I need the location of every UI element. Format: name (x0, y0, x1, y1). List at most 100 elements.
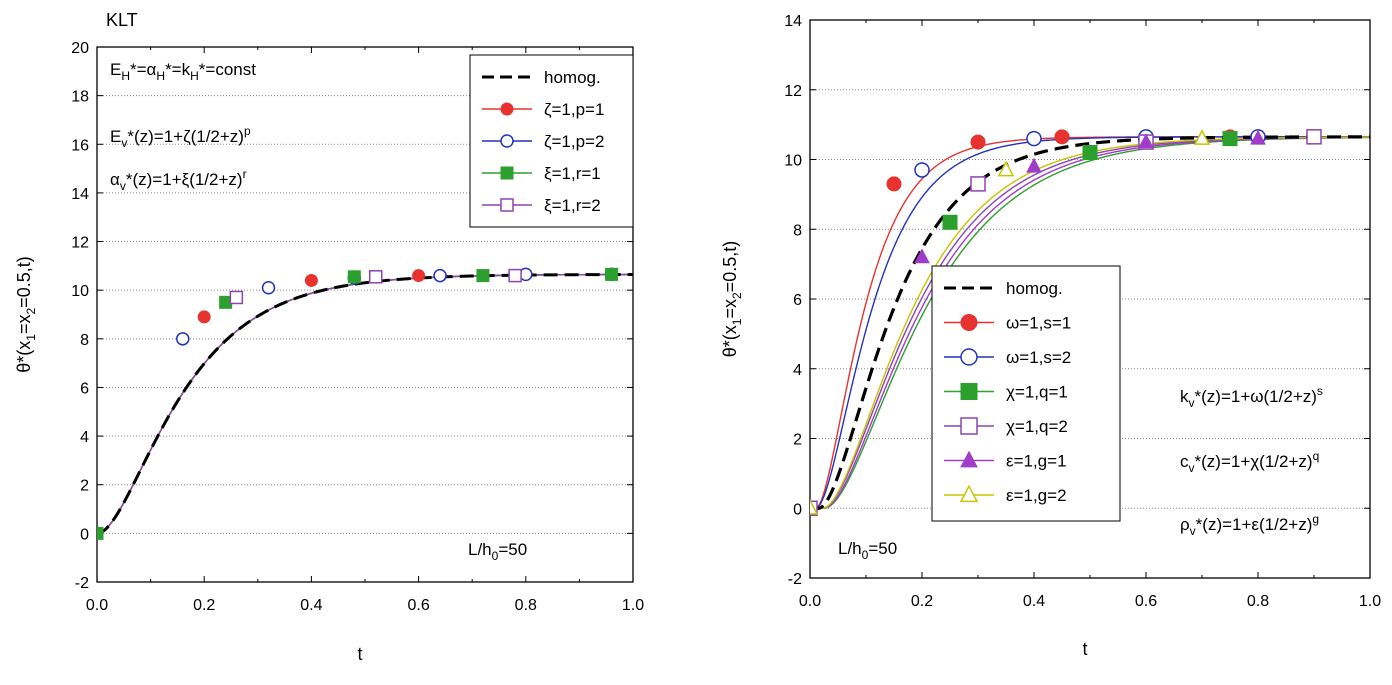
text-part: H (156, 69, 165, 83)
data-point (1054, 129, 1070, 145)
y-tick-label: 6 (793, 292, 802, 309)
data-point (500, 102, 514, 116)
y-tick-label: 12 (784, 83, 802, 100)
data-point (605, 267, 619, 281)
text-part: =50 (868, 539, 897, 558)
y-tick-label: -2 (75, 575, 89, 592)
data-point (197, 310, 211, 324)
text-part: ρ (1180, 515, 1190, 534)
text-part: L/h (468, 540, 492, 559)
y-tick-label: 2 (80, 478, 89, 495)
annotation-kv: kv*(z)=1+ω(1/2+z)s (1180, 384, 1323, 410)
series-markers (810, 129, 1266, 515)
y-tick-label: 6 (80, 380, 89, 397)
text-part: 2 (730, 292, 744, 299)
legend-label: ζ=1,p=1 (544, 100, 604, 119)
data-point (960, 417, 978, 435)
data-point (412, 269, 426, 283)
annotation-cv: cv*(z)=1+χ(1/2+z)q (1180, 449, 1319, 475)
data-point (1082, 145, 1098, 161)
x-tick-label: 1.0 (1359, 593, 1381, 610)
y-tick-label: 0 (80, 526, 89, 543)
series-markers (97, 267, 619, 540)
annotation-av: αv*(z)=1+ξ(1/2+z)r (110, 167, 247, 193)
annotation-lh: L/h0=50 (468, 540, 527, 563)
text-part: E (110, 127, 121, 146)
text-part: E (110, 60, 121, 79)
text-part: v (121, 136, 127, 150)
x-tick-label: 0.6 (407, 597, 429, 614)
legend-label: ξ=1,r=2 (544, 196, 601, 215)
text-part: L/h (838, 539, 862, 558)
y-tick-label: 4 (80, 429, 89, 446)
data-point (1306, 129, 1322, 145)
text-part: θ*(x (720, 325, 740, 357)
series-line-homog (810, 135, 1370, 510)
series-markers (229, 268, 522, 305)
text-part: H (190, 69, 199, 83)
data-point (500, 198, 514, 212)
y-tick-label: 12 (71, 235, 89, 252)
y-tick-label: 0 (793, 501, 802, 518)
legend-label: ω=1,s=1 (1006, 314, 1071, 333)
text-part: *(z)=1+χ(1/2+z) (1195, 452, 1313, 471)
data-point (914, 162, 930, 178)
text-part: =x (14, 315, 34, 335)
x-tick-label: 0.2 (911, 593, 933, 610)
y-tick-label: 16 (71, 137, 89, 154)
data-point (914, 248, 930, 264)
text-part: =0.5,t) (720, 241, 740, 293)
legend-label: ξ=1,r=1 (544, 164, 601, 183)
text-part: *=k (165, 60, 191, 79)
text-part: α (110, 170, 120, 189)
text-part: 1 (730, 318, 744, 325)
text-part: s (1317, 384, 1323, 398)
text-part: v (1190, 524, 1196, 538)
data-point (810, 498, 819, 515)
x-tick-label: 0.0 (86, 597, 108, 614)
plot-frame (809, 19, 1371, 579)
text-part: 2 (24, 308, 38, 315)
y-axis-label: θ*(x1=x2=0.5,t) (720, 241, 744, 357)
series-markers (97, 267, 533, 540)
y-tick-label: 18 (71, 89, 89, 106)
text-part: *(z)=1+ξ(1/2+z) (126, 170, 243, 189)
annotation-ev: Ev*(z)=1+ζ(1/2+z)p (110, 124, 251, 150)
text-part: r (243, 167, 247, 181)
annotation-eH: EH*=αH*=kH*=const (110, 60, 256, 83)
data-point (960, 314, 978, 331)
legend-label: ε=1,g=2 (1006, 486, 1067, 505)
x-tick-label: 0.8 (515, 597, 537, 614)
text-part: p (244, 124, 251, 138)
legend-label: ω=1,s=2 (1006, 348, 1071, 367)
data-point (508, 268, 522, 283)
data-point (347, 270, 361, 284)
data-point (959, 484, 979, 503)
data-point (1026, 157, 1042, 173)
y-tick-label: -2 (788, 571, 802, 588)
data-point (1222, 131, 1238, 147)
plot-area (810, 129, 1370, 516)
text-part: k (1180, 387, 1189, 406)
y-tick-label: 14 (71, 186, 89, 203)
data-point (304, 273, 318, 287)
data-point (1250, 129, 1266, 145)
x-tick-label: 0.4 (300, 597, 322, 614)
data-point (368, 270, 383, 284)
plot-frame (96, 46, 634, 583)
x-tick-label: 0.4 (1023, 593, 1045, 610)
text-part: *=const (199, 60, 256, 79)
y-axis-label-group: θ*(x1=x2=0.5,t) (14, 256, 38, 372)
legend-label: χ=1,q=2 (1006, 417, 1068, 436)
text-part: v (1189, 461, 1195, 475)
x-axis-label: t (357, 644, 362, 664)
annotation-lh: L/h0=50 (838, 539, 897, 562)
legend-label: homog. (1006, 279, 1063, 298)
text-part: q (1313, 449, 1320, 463)
y-axis-label: θ*(x1=x2=0.5,t) (14, 256, 38, 372)
data-point (1193, 129, 1211, 145)
plot-area (97, 267, 633, 540)
x-tick-label: 0.6 (1135, 593, 1157, 610)
